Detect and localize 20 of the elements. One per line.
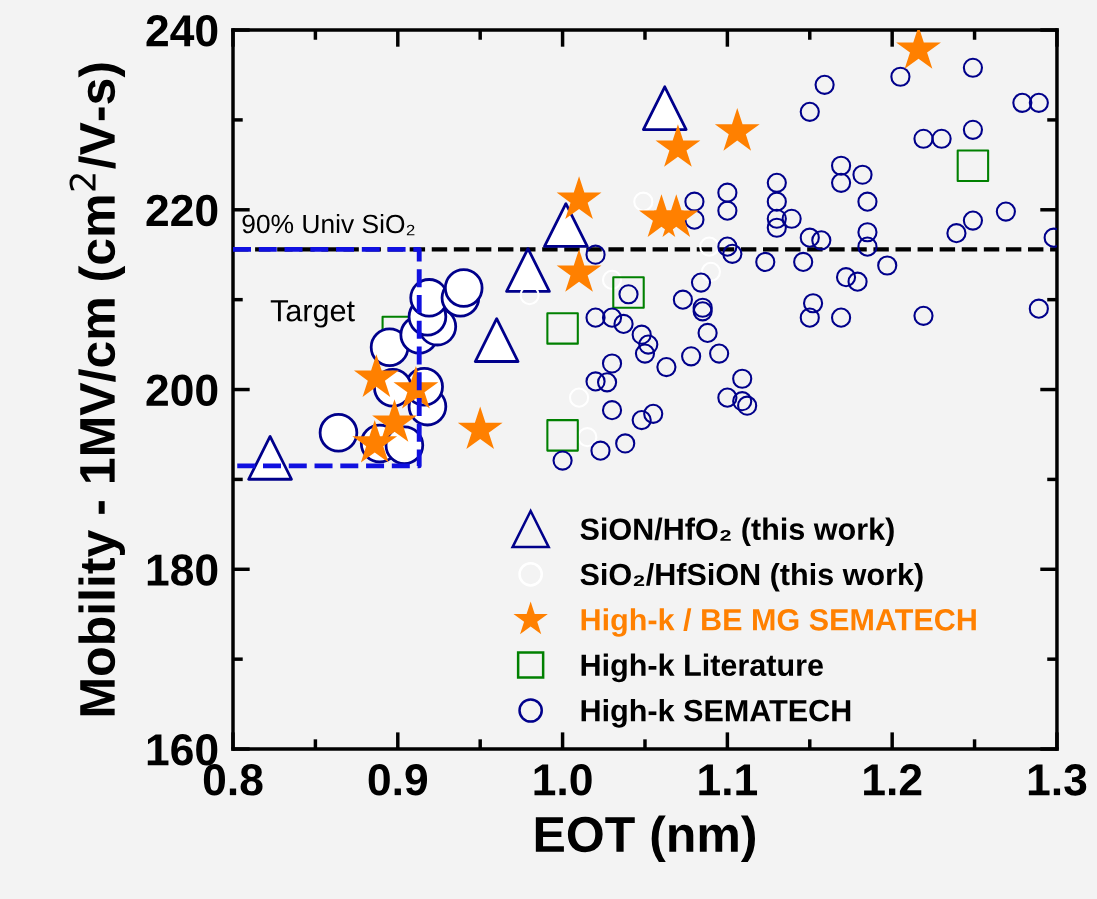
legend-label: High-k / BE MG SEMATECH (581, 608, 976, 637)
y-tick-label: 180 (147, 554, 218, 586)
legend-label: SiON/HfO₂ (this work) (580, 517, 894, 547)
x-tick-label: 1.2 (864, 764, 922, 796)
y-tick-label: 200 (146, 374, 218, 407)
y-tick-label: 220 (146, 194, 218, 227)
x-tick-label: 0.8 (203, 764, 263, 796)
legend-label: High-k SEMATECH (581, 699, 851, 728)
legend-label: SiO₂/HfSiON (this work) (580, 562, 923, 592)
annotation: Target (270, 300, 355, 328)
y-tick-label: 160 (147, 734, 218, 766)
x-tick-label: 1.3 (1028, 764, 1087, 796)
legend-label: 90% Univ SiO₂ (242, 213, 415, 236)
x-axis-title: EOT (nm) (535, 815, 755, 863)
x-tick-label: 0.9 (368, 764, 428, 796)
legend-label: High-k Literature (581, 653, 823, 683)
y-axis-title: Mobility - 1MV/cm (cm$^{2}$/V-s) (69, 63, 126, 716)
x-tick-label: 1.1 (699, 764, 758, 796)
y-tick-label: 240 (146, 15, 218, 47)
x-tick-label: 1.0 (534, 764, 592, 796)
